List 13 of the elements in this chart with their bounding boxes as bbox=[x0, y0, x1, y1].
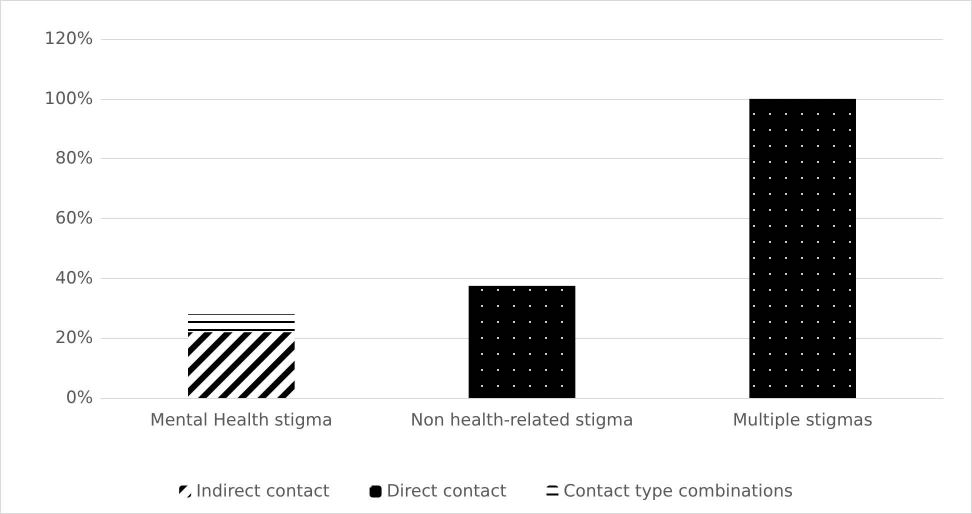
x-tick-label: Non health-related stigma bbox=[410, 410, 634, 430]
y-tick-label: 100% bbox=[44, 88, 93, 109]
y-tick-label: 20% bbox=[55, 328, 93, 348]
x-tick-label: Multiple stigmas bbox=[732, 410, 873, 430]
y-tick-label: 120% bbox=[44, 29, 93, 49]
y-tick-label: 40% bbox=[55, 268, 93, 288]
y-tick-label: 0% bbox=[66, 388, 93, 408]
y-tick-label: 80% bbox=[55, 148, 93, 169]
legend-label: Direct contact bbox=[386, 482, 507, 502]
legend-label: Contact type combinations bbox=[563, 482, 793, 502]
legend-label: Indirect contact bbox=[196, 482, 330, 502]
x-tick-label: Mental Health stigma bbox=[150, 410, 333, 430]
y-tick-label: 60% bbox=[55, 208, 93, 228]
